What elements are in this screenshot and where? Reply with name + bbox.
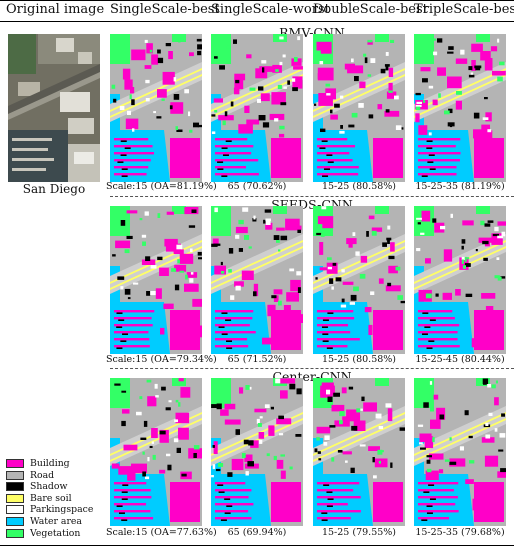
result-caption: Scale:15 (OA=79.34%) bbox=[106, 354, 217, 365]
legend-swatch bbox=[6, 482, 24, 492]
legend-item: Water area bbox=[6, 516, 106, 528]
result-map bbox=[313, 206, 405, 354]
legend-label: Bare soil bbox=[30, 492, 72, 504]
original-image-caption: San Diego bbox=[22, 182, 86, 196]
result-caption: 65 (70.62%) bbox=[227, 181, 287, 192]
legend-label: Road bbox=[30, 469, 55, 481]
bottom-rule bbox=[0, 545, 514, 546]
header-singlescale-best: SingleScale-best bbox=[110, 2, 220, 17]
legend-swatch bbox=[6, 528, 24, 538]
legend-label: Building bbox=[30, 458, 70, 469]
legend-item: Bare soil bbox=[6, 493, 106, 505]
legend-swatch bbox=[6, 505, 24, 515]
legend-label: Water area bbox=[30, 515, 82, 527]
legend-item: Vegetation bbox=[6, 528, 106, 540]
result-map bbox=[211, 206, 303, 354]
legend-swatch bbox=[6, 516, 24, 526]
header-doublescale-best: DoubleScale-best bbox=[313, 2, 428, 17]
result-caption: Scale:15 (OA=77.63%) bbox=[106, 527, 217, 538]
result-caption: 15-25-45 (80.44%) bbox=[415, 354, 505, 365]
result-map bbox=[414, 34, 506, 182]
section-divider bbox=[110, 368, 514, 369]
result-caption: 15-25 (80.58%) bbox=[321, 181, 397, 192]
result-caption: 65 (69.94%) bbox=[227, 527, 287, 538]
header-triplescale-best: TripleScale-best bbox=[414, 2, 514, 17]
result-map bbox=[313, 34, 405, 182]
legend-swatch bbox=[6, 493, 24, 503]
result-map bbox=[211, 378, 303, 526]
result-caption: 65 (71.52%) bbox=[227, 354, 287, 365]
header-rule bbox=[0, 21, 514, 22]
result-caption: 15-25-35 (81.19%) bbox=[415, 181, 505, 192]
section-divider bbox=[110, 196, 514, 197]
result-map bbox=[313, 378, 405, 526]
legend-swatch bbox=[6, 470, 24, 480]
legend-label: Shadow bbox=[30, 481, 68, 493]
legend-item: Parkingspace bbox=[6, 504, 106, 516]
legend-label: Vegetation bbox=[30, 527, 81, 539]
legend-item: Road bbox=[6, 470, 106, 482]
legend: Building Road Shadow Bare soil Parkingsp… bbox=[6, 458, 106, 539]
top-rule bbox=[0, 0, 514, 1]
result-map bbox=[414, 378, 506, 526]
original-image bbox=[8, 34, 100, 182]
legend-swatch bbox=[6, 459, 24, 468]
result-map bbox=[211, 34, 303, 182]
legend-item: Building bbox=[6, 458, 106, 470]
result-map bbox=[110, 206, 202, 354]
result-map bbox=[110, 378, 202, 526]
result-map bbox=[414, 206, 506, 354]
result-caption: 15-25-35 (79.68%) bbox=[415, 527, 505, 538]
legend-item: Shadow bbox=[6, 481, 106, 493]
legend-label: Parkingspace bbox=[30, 504, 94, 516]
header-original: Original image bbox=[6, 2, 105, 17]
result-caption: Scale:15 (OA=81.19%) bbox=[106, 181, 217, 192]
result-map bbox=[110, 34, 202, 182]
result-caption: 15-25 (79.55%) bbox=[321, 527, 397, 538]
result-caption: 15-25 (80.58%) bbox=[321, 354, 397, 365]
header-singlescale-worst: SingleScale-worst bbox=[211, 2, 330, 17]
